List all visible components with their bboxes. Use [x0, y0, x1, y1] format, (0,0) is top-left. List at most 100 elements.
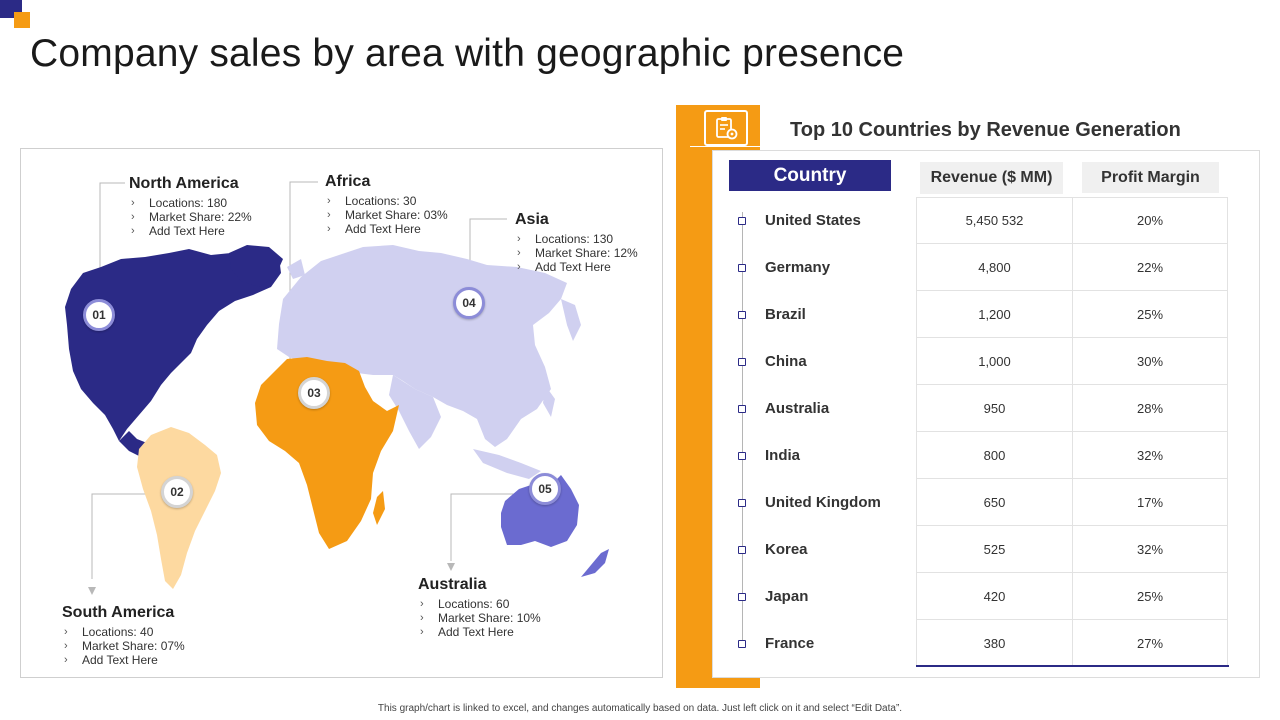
footer-note: This graph/chart is linked to excel, and…	[377, 703, 903, 714]
revenue-cell: 950	[916, 385, 1072, 432]
pin-01[interactable]: 01	[83, 299, 115, 331]
region-item: › Market Share: 03%	[327, 208, 448, 222]
row-marker	[738, 311, 746, 319]
madagascar	[373, 491, 385, 525]
region-item: › Market Share: 22%	[131, 210, 252, 224]
region-south-america: South America › Locations: 40 › Market Sha…	[62, 604, 185, 667]
table-row: United Kingdom 650 17%	[729, 479, 1229, 526]
country-name: Australia	[765, 400, 830, 417]
north-america-landmass	[65, 249, 281, 441]
table-title: Top 10 Countries by Revenue Generation	[790, 119, 1181, 141]
region-item: › Add Text Here	[327, 222, 421, 236]
revenue-cell: 1,200	[916, 291, 1072, 338]
row-marker	[738, 217, 746, 225]
greenland	[229, 245, 283, 287]
row-marker	[738, 546, 746, 554]
region-item: › Market Share: 07%	[64, 639, 185, 653]
region-asia: Asia › Locations: 130 › Market Share: 12% …	[515, 211, 638, 274]
header-revenue: Revenue ($ MM)	[920, 162, 1063, 194]
country-name: United States	[765, 212, 861, 229]
row-marker	[738, 264, 746, 272]
country-name: Japan	[765, 588, 809, 605]
row-marker	[738, 358, 746, 366]
table-row: Germany 4,800 22%	[729, 244, 1229, 291]
revenue-cell: 420	[916, 573, 1072, 620]
region-item: › Locations: 180	[131, 196, 228, 210]
region-item: › Add Text Here	[420, 625, 514, 639]
table-bottom-rule	[916, 665, 1229, 667]
region-title: North America	[129, 175, 239, 192]
region-item: › Add Text Here	[131, 224, 225, 238]
region-title: Africa	[325, 173, 371, 190]
row-marker	[738, 640, 746, 648]
header-country: Country	[729, 160, 891, 191]
pin-02[interactable]: 02	[161, 476, 193, 508]
profit-cell: 17%	[1072, 479, 1228, 526]
profit-cell: 32%	[1072, 432, 1228, 479]
profit-cell: 27%	[1072, 620, 1228, 667]
region-item: › Locations: 30	[327, 194, 417, 208]
table-row: Australia 950 28%	[729, 385, 1229, 432]
region-item: › Locations: 40	[64, 625, 154, 639]
profit-cell: 28%	[1072, 385, 1228, 432]
table-row: France 380 27%	[729, 620, 1229, 667]
table-row: Brazil 1,200 25%	[729, 291, 1229, 338]
corner-accent-orange	[14, 12, 30, 28]
pin-04[interactable]: 04	[453, 287, 485, 319]
region-item: › Market Share: 12%	[517, 246, 638, 260]
country-name: Brazil	[765, 306, 806, 323]
region-item: › Market Share: 10%	[420, 611, 541, 625]
region-north-america: North America › Locations: 180 › Market Sh…	[129, 175, 252, 238]
pin-03[interactable]: 03	[298, 377, 330, 409]
region-title: South America	[62, 604, 175, 621]
arabia-india	[389, 375, 441, 449]
profit-cell: 20%	[1072, 197, 1228, 244]
pin-05[interactable]: 05	[529, 473, 561, 505]
icon-divider	[690, 146, 760, 147]
region-australia: Australia › Locations: 60 › Market Share: …	[418, 576, 541, 639]
timeline-line	[742, 212, 743, 648]
row-marker	[738, 405, 746, 413]
country-name: Korea	[765, 541, 808, 558]
world-map	[65, 181, 609, 595]
country-name: United Kingdom	[765, 494, 881, 511]
revenue-cell: 650	[916, 479, 1072, 526]
asia-landmass	[277, 245, 567, 447]
row-marker	[738, 452, 746, 460]
connector-australia	[450, 493, 526, 561]
row-marker	[738, 499, 746, 507]
new-zealand	[581, 549, 609, 577]
revenue-cell: 800	[916, 432, 1072, 479]
profit-cell: 22%	[1072, 244, 1228, 291]
profit-cell: 25%	[1072, 291, 1228, 338]
row-marker	[738, 593, 746, 601]
revenue-cell: 380	[916, 620, 1072, 667]
region-title: Australia	[418, 576, 487, 593]
region-item: › Add Text Here	[517, 260, 611, 274]
connector-south-america	[91, 493, 156, 579]
country-name: China	[765, 353, 807, 370]
country-name: India	[765, 447, 801, 464]
region-item: › Locations: 60	[420, 597, 510, 611]
table-row: United States 5,450 532 20%	[729, 197, 1229, 244]
region-item: › Locations: 130	[517, 232, 614, 246]
region-africa: Africa › Locations: 30 › Market Share: 03%…	[325, 173, 448, 236]
table-row: Korea 525 32%	[729, 526, 1229, 573]
profit-cell: 25%	[1072, 573, 1228, 620]
world-map-panel: 01 02 03 04 05 North America › Locations:…	[20, 148, 663, 678]
table-row: India 800 32%	[729, 432, 1229, 479]
profit-cell: 30%	[1072, 338, 1228, 385]
revenue-cell: 5,450 532	[916, 197, 1072, 244]
country-table: United States 5,450 532 20% Germany 4,80…	[729, 197, 1229, 667]
table-row: Japan 420 25%	[729, 573, 1229, 620]
page-title: Company sales by area with geographic pr…	[30, 32, 905, 75]
africa-landmass	[255, 357, 399, 549]
region-title: Asia	[515, 211, 549, 228]
region-item: › Add Text Here	[64, 653, 158, 667]
profit-cell: 32%	[1072, 526, 1228, 573]
revenue-cell: 525	[916, 526, 1072, 573]
table-card	[712, 150, 1260, 678]
revenue-cell: 4,800	[916, 244, 1072, 291]
clipboard-gear-icon	[704, 110, 748, 146]
header-profit-margin: Profit Margin	[1082, 162, 1219, 193]
